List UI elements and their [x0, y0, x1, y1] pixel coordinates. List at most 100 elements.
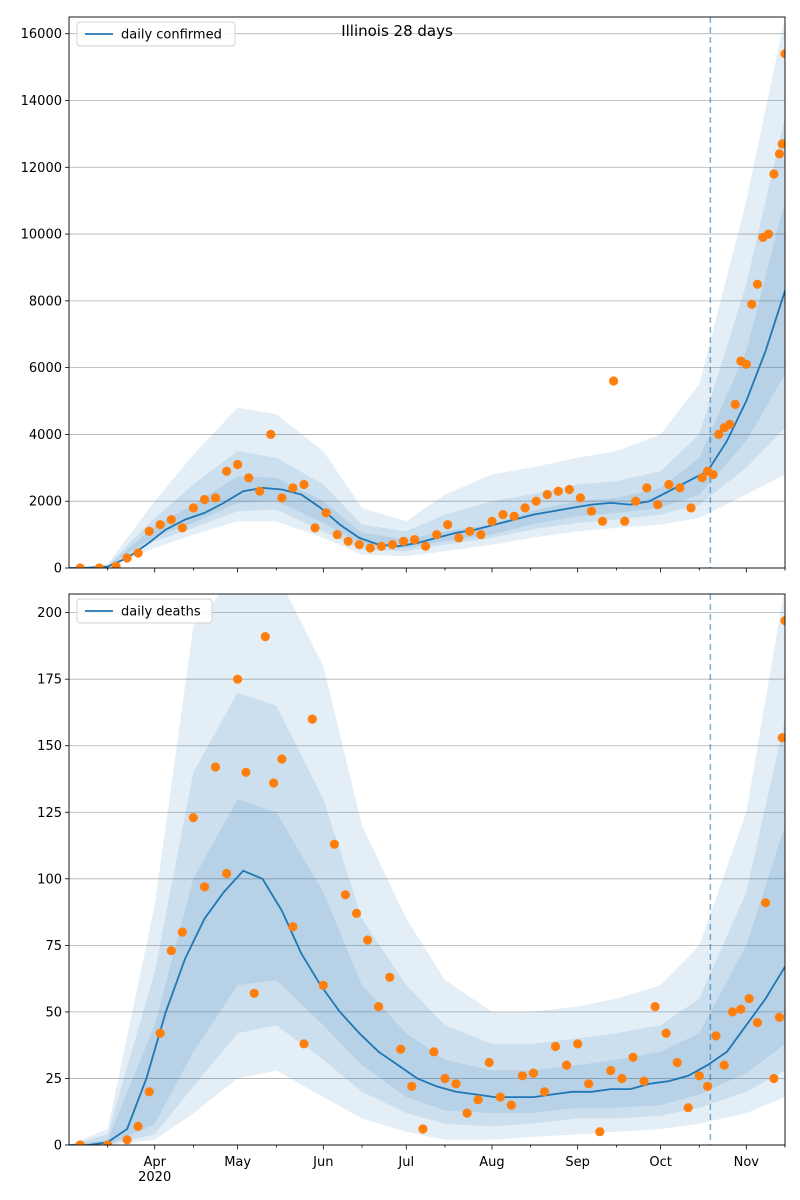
data-point — [407, 1081, 417, 1091]
data-point — [241, 767, 251, 777]
data-point — [683, 1103, 693, 1113]
data-point — [780, 616, 785, 626]
series-line — [69, 290, 785, 568]
data-point — [260, 632, 270, 642]
data-point — [329, 839, 339, 849]
data-point — [210, 762, 221, 772]
data-point — [531, 496, 541, 506]
data-point — [385, 972, 395, 982]
data-point — [288, 483, 298, 493]
data-point — [462, 1108, 472, 1118]
y-tick-label: 25 — [45, 1072, 62, 1087]
data-point — [631, 496, 641, 506]
y-tick-label: 100 — [37, 872, 62, 887]
plot-area — [69, 594, 785, 1145]
data-point — [714, 429, 724, 439]
data-point — [443, 520, 453, 530]
chart-title: Illinois 28 days — [341, 22, 453, 40]
data-point — [340, 890, 350, 900]
data-point — [506, 1100, 516, 1110]
data-point — [703, 1081, 713, 1091]
data-point — [653, 500, 663, 510]
y-tick-label: 6000 — [29, 361, 62, 376]
plot-area — [69, 17, 785, 568]
y-tick-label: 175 — [37, 673, 62, 688]
data-point — [94, 563, 104, 568]
data-point — [769, 169, 779, 179]
data-point — [777, 139, 785, 149]
data-point — [418, 1124, 428, 1134]
data-point — [628, 1052, 638, 1062]
x-tick-label: Sep — [565, 1155, 590, 1170]
data-point — [233, 459, 243, 470]
data-point — [741, 359, 751, 369]
uncertainty-band — [69, 799, 785, 1145]
data-point — [429, 1047, 439, 1057]
data-point — [111, 561, 121, 568]
legend-label: daily deaths — [121, 605, 201, 620]
data-point — [299, 479, 309, 490]
data-point — [432, 530, 442, 540]
data-point — [495, 1092, 505, 1102]
data-point — [122, 553, 132, 563]
data-point — [473, 1095, 483, 1105]
data-point — [144, 1087, 154, 1097]
x-tick-label: May — [224, 1155, 251, 1170]
data-point — [642, 483, 652, 493]
uncertainty-band — [69, 692, 785, 1145]
data-point — [476, 530, 486, 540]
y-tick-label: 0 — [54, 1139, 62, 1154]
data-point — [609, 376, 619, 386]
data-point — [539, 1087, 550, 1097]
data-point — [672, 1057, 682, 1068]
data-point — [620, 516, 630, 526]
data-point — [727, 1007, 738, 1017]
data-point — [752, 279, 763, 289]
data-point — [177, 523, 187, 533]
data-point — [777, 733, 785, 743]
data-point — [376, 541, 386, 551]
legend-box — [76, 598, 213, 624]
plot-frame — [68, 593, 786, 1146]
data-point — [575, 493, 586, 503]
data-point — [595, 1127, 605, 1137]
data-point — [484, 1057, 494, 1068]
data-point — [639, 1076, 649, 1086]
data-point — [255, 486, 265, 496]
data-point — [421, 541, 431, 551]
data-point — [222, 466, 232, 476]
data-point — [269, 778, 279, 788]
data-point — [454, 533, 464, 543]
data-point — [451, 1079, 461, 1089]
data-point — [321, 508, 331, 518]
data-point — [374, 1002, 384, 1012]
data-point — [188, 503, 198, 513]
data-point — [166, 515, 176, 525]
data-point — [351, 908, 362, 919]
y-tick-label: 50 — [45, 1005, 62, 1020]
legend-box — [76, 21, 236, 47]
data-point — [363, 935, 373, 945]
data-point — [606, 1065, 616, 1076]
data-point — [144, 526, 154, 536]
data-point — [396, 1044, 406, 1054]
data-point — [354, 540, 364, 550]
data-point — [387, 540, 397, 550]
x-tick-label: Apr — [143, 1155, 166, 1170]
y-tick-label: 4000 — [29, 428, 62, 443]
x-tick-label: Jul — [397, 1155, 414, 1170]
data-point — [487, 516, 497, 526]
x-tick-label: Oct — [649, 1155, 671, 1170]
data-point — [465, 526, 475, 536]
uncertainty-band — [69, 17, 785, 568]
data-point — [440, 1073, 450, 1084]
x-tick-label: Jun — [312, 1155, 333, 1170]
y-tick-label: 16000 — [21, 27, 62, 42]
data-point — [288, 922, 298, 932]
data-point — [617, 1073, 627, 1084]
data-point — [780, 49, 785, 59]
data-point — [586, 506, 597, 516]
x-tick-label: Nov — [734, 1155, 760, 1170]
data-point — [199, 882, 210, 892]
data-point — [332, 530, 342, 540]
